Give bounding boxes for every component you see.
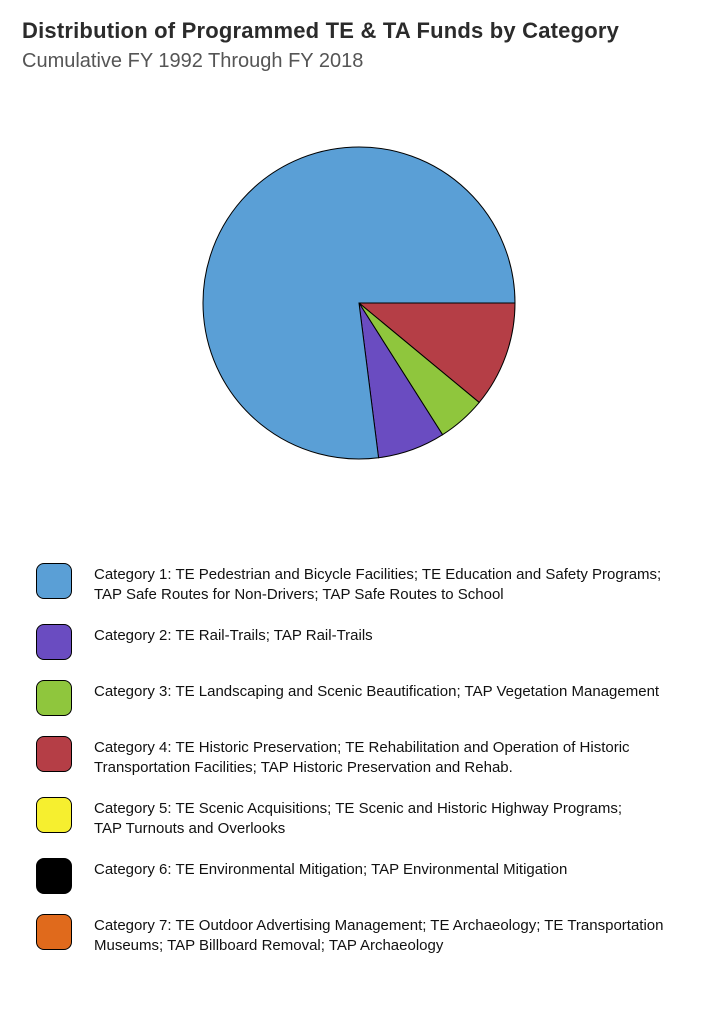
legend-label: Category 7: TE Outdoor Advertising Manag… [94,914,663,955]
legend-swatch [36,797,72,833]
legend-swatch [36,736,72,772]
legend-item: Category 1: TE Pedestrian and Bicycle Fa… [36,563,676,604]
legend-label: Category 2: TE Rail-Trails; TAP Rail-Tra… [94,624,373,646]
legend-swatch [36,914,72,950]
legend-label: Category 4: TE Historic Preservation; TE… [94,736,630,777]
legend-swatch [36,624,72,660]
legend-label: Category 6: TE Environmental Mitigation;… [94,858,567,880]
legend-swatch [36,858,72,894]
page-root: Distribution of Programmed TE & TA Funds… [0,0,718,1005]
legend-swatch [36,680,72,716]
legend: Category 1: TE Pedestrian and Bicycle Fa… [22,563,696,955]
legend-item: Category 3: TE Landscaping and Scenic Be… [36,680,676,716]
legend-item: Category 5: TE Scenic Acquisitions; TE S… [36,797,676,838]
legend-label: Category 1: TE Pedestrian and Bicycle Fa… [94,563,661,604]
legend-label: Category 3: TE Landscaping and Scenic Be… [94,680,659,702]
legend-item: Category 7: TE Outdoor Advertising Manag… [36,914,676,955]
pie-chart [199,143,519,463]
chart-container [22,143,696,463]
legend-swatch [36,563,72,599]
legend-item: Category 6: TE Environmental Mitigation;… [36,858,676,894]
legend-label: Category 5: TE Scenic Acquisitions; TE S… [94,797,622,838]
page-title: Distribution of Programmed TE & TA Funds… [22,18,696,44]
page-subtitle: Cumulative FY 1992 Through FY 2018 [22,50,696,73]
legend-item: Category 4: TE Historic Preservation; TE… [36,736,676,777]
legend-item: Category 2: TE Rail-Trails; TAP Rail-Tra… [36,624,676,660]
